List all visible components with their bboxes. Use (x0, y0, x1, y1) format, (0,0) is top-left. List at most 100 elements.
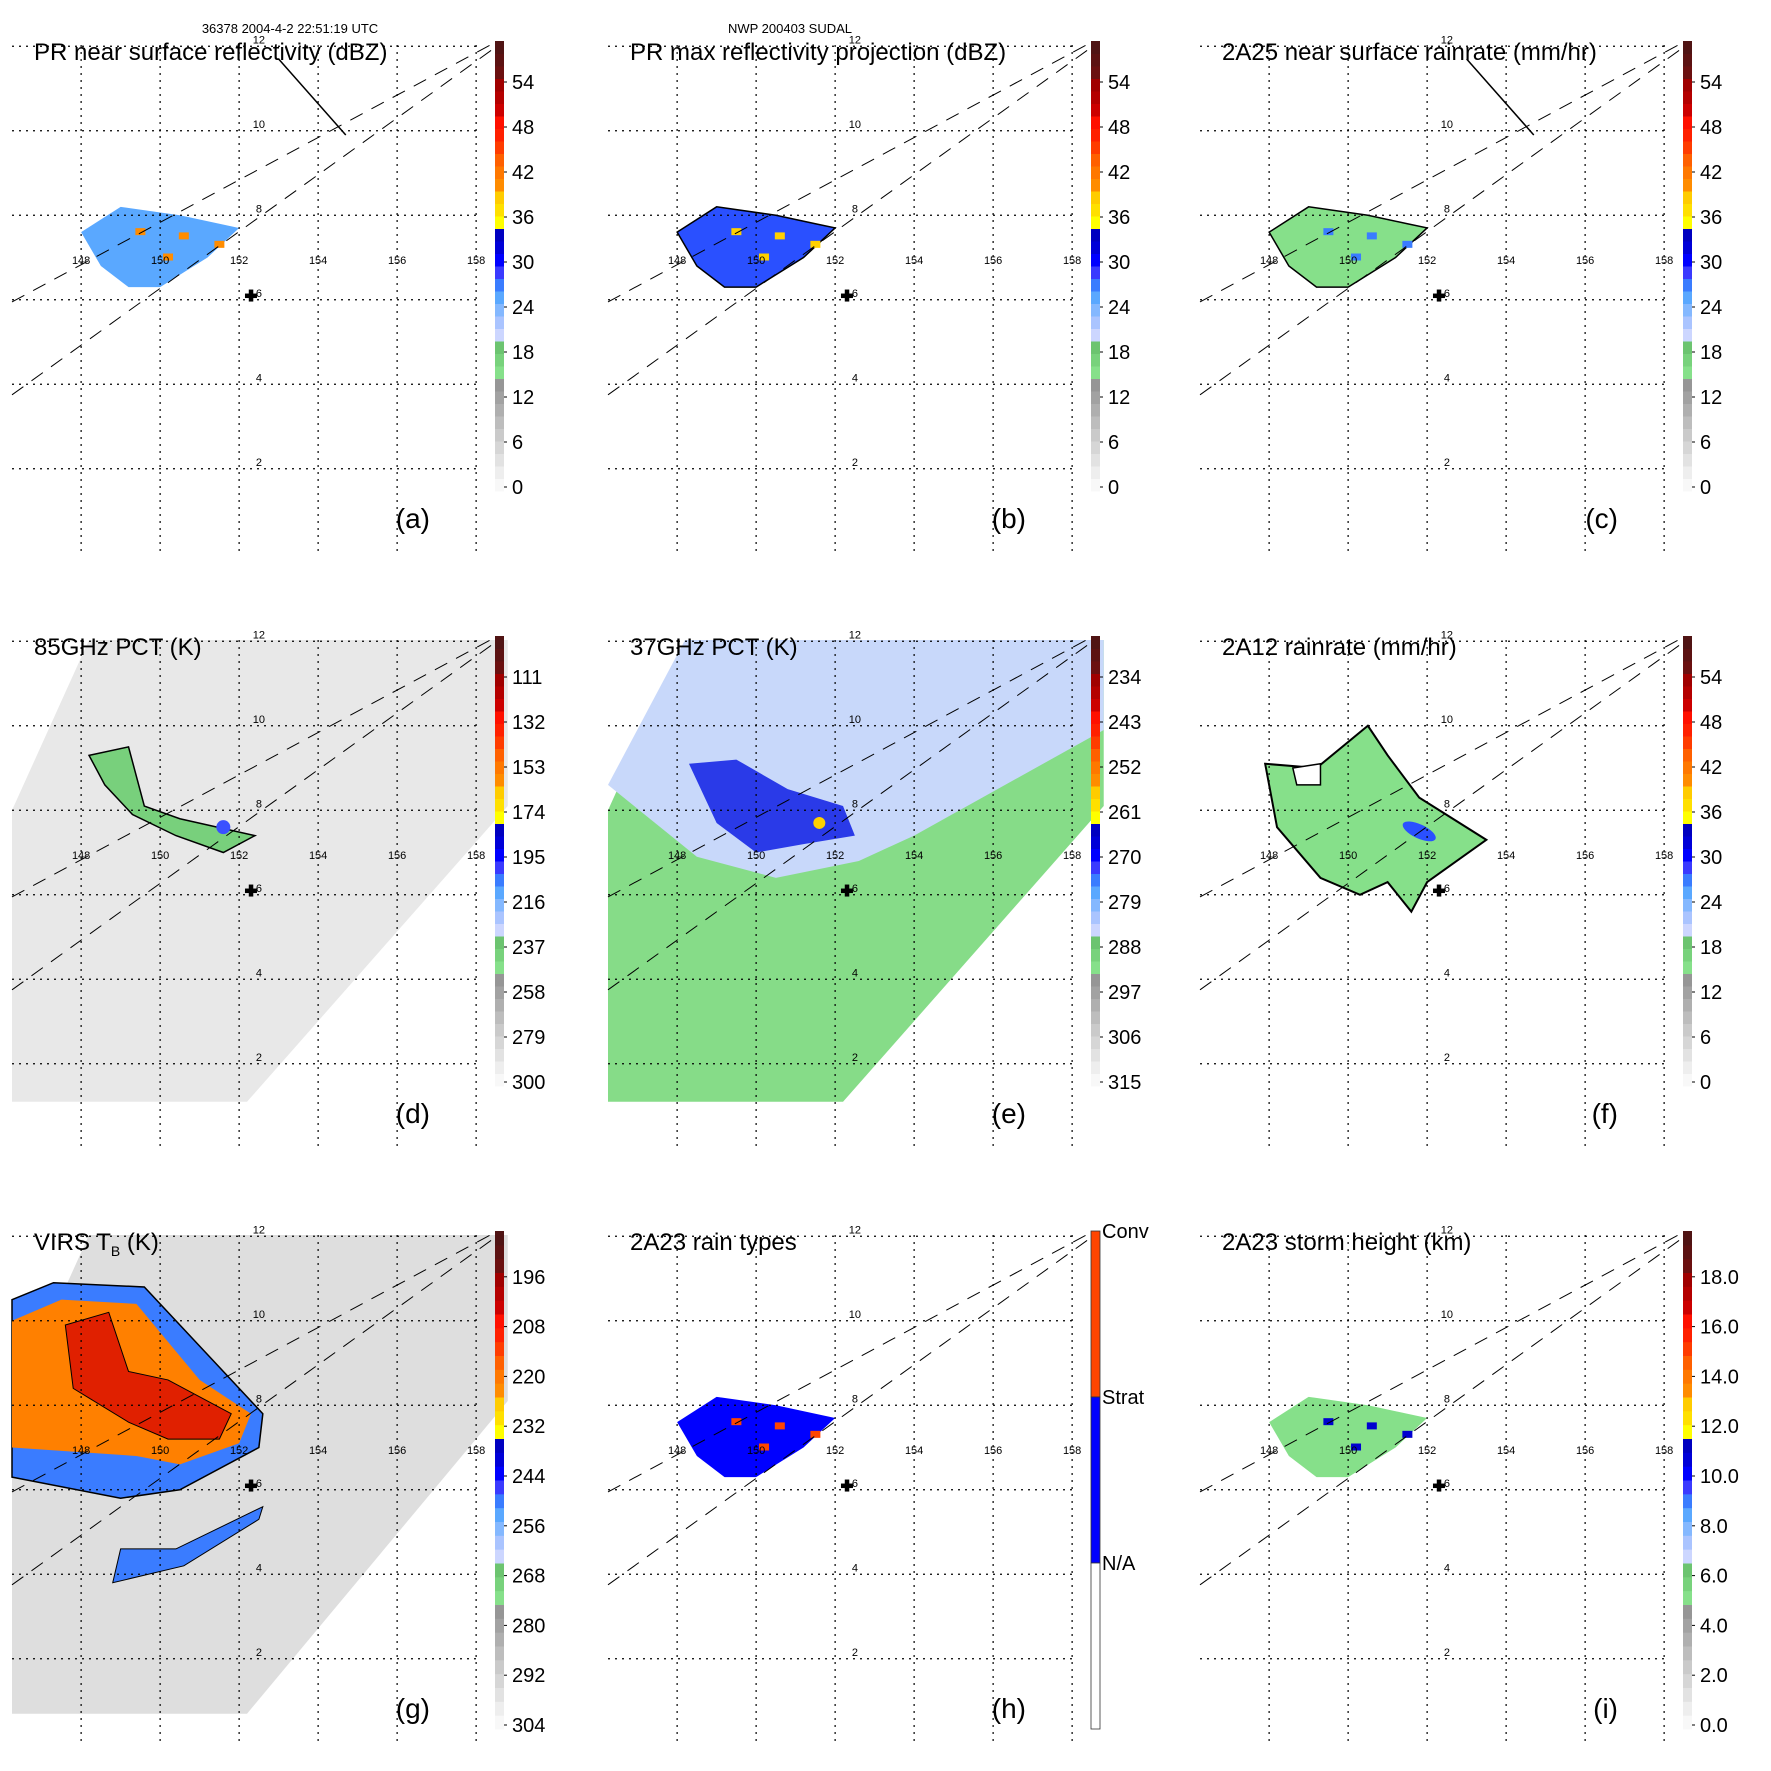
colorbar-tick-label: 0 (512, 477, 523, 499)
colorbar-bin (1683, 341, 1692, 354)
colorbar-bin (495, 661, 504, 674)
colorbar-bin (1683, 773, 1692, 787)
colorbar-tick-label: 280 (512, 1615, 545, 1637)
colorbar-bin (1683, 1480, 1692, 1495)
colorbar-tick-label: 292 (512, 1665, 545, 1687)
colorbar-bin (495, 1438, 504, 1453)
colorbar-tick-label: 243 (1108, 712, 1141, 734)
colorbar-bin (1683, 898, 1692, 912)
colorbar-bin (1683, 961, 1692, 974)
panel-title: 85GHz PCT (K) (34, 634, 202, 662)
lat-tick-label: 6 (256, 1478, 262, 1490)
colorbar-tick-label: 6 (1108, 432, 1119, 454)
colorbar-bin (495, 698, 504, 712)
colorbar-bin (495, 998, 504, 1012)
colorbar-svg: 18.0 16.0 14.0 12.0 10.0 8.0 6.0 4.0 2.0 0.0 (1683, 1231, 1739, 1737)
colorbar-bin (1683, 91, 1692, 104)
colorbar-tick-label: 48 (1700, 712, 1722, 734)
lat-tick-label: 4 (852, 372, 858, 384)
colorbar-bin (495, 1632, 504, 1647)
colorbar-bin (495, 66, 504, 79)
colorbar-bin (495, 78, 504, 92)
colorbar-bin (1683, 1452, 1692, 1467)
colorbar-bin (495, 1073, 504, 1087)
colorbar-bin (495, 153, 504, 167)
colorbar-bin (1683, 1438, 1692, 1453)
lat-tick-label: 6 (1444, 883, 1450, 895)
map-i: 148 150 152 154 156 158 12 10 8 6 4 2 (1199, 1224, 1685, 1745)
colorbar-bin (1091, 141, 1100, 154)
colorbar-bin (1091, 898, 1100, 912)
colorbar-bin (495, 1701, 504, 1716)
lat-tick-label: 8 (852, 1393, 858, 1405)
panel-title-text: 2A25 near surface rainrate (mm/hr) (1222, 39, 1597, 66)
colorbar-bin (495, 1590, 504, 1605)
colorbar-tick-label: Conv (1102, 1221, 1149, 1243)
colorbar-bin (495, 1493, 504, 1509)
colorbar-bin (495, 178, 504, 192)
colorbar-bin (495, 1011, 504, 1024)
colorbar-bin (1683, 128, 1692, 142)
colorbar-tick-label: 14.0 (1700, 1366, 1739, 1388)
colorbar-bin (1683, 1424, 1692, 1439)
colorbar-bin (1091, 478, 1100, 492)
colorbar-tick-label: 237 (512, 937, 545, 959)
colorbar-bin (495, 973, 504, 987)
colorbar-bin (495, 378, 504, 392)
panel-a: 148 150 152 154 156 158 12 10 8 6 4 2 PR near surfac… (11, 34, 497, 560)
colorbar-bin (1683, 353, 1692, 367)
colorbar-e: 234 243 252 261 270 279 288 297 306 315 (1091, 636, 1191, 1156)
colorbar-bin (495, 41, 504, 54)
lon-tick-label: 152 (826, 255, 844, 267)
colorbar-svg: 234 243 252 261 270 279 288 297 306 315 (1091, 636, 1141, 1094)
colorbar-bin (1683, 786, 1692, 799)
colorbar-bin (1683, 1023, 1692, 1037)
lat-tick-label: 12 (849, 629, 861, 641)
lon-tick-label: 154 (905, 1445, 923, 1457)
colorbar-bin (1091, 1048, 1100, 1062)
colorbar-tick-label: 18 (512, 342, 534, 364)
rain-cell (1351, 1443, 1362, 1451)
lon-tick-label: 152 (1418, 1445, 1436, 1457)
colorbar-tick-label: 54 (1108, 72, 1130, 94)
colorbar-tick-label: 30 (1700, 847, 1722, 869)
colorbar-a: 54 48 42 36 30 24 18 12 6 0 (495, 41, 595, 561)
colorbar-bin (495, 366, 504, 379)
colorbar-bin (495, 1673, 504, 1688)
colorbar-bin (1683, 1521, 1692, 1536)
lon-tick-label: 158 (1655, 1445, 1673, 1457)
colorbar-bin (1683, 241, 1692, 254)
colorbar-bin (1683, 416, 1692, 429)
colorbar-bin (1683, 391, 1692, 404)
colorbar-bin (495, 1327, 504, 1343)
lat-tick-label: 4 (852, 1562, 858, 1574)
swath-edge (11, 1231, 497, 1493)
colorbar-tick-label: 208 (512, 1317, 545, 1339)
field-band (112, 1505, 264, 1584)
colorbar-bin (1091, 216, 1100, 229)
colorbar-bin (495, 836, 504, 849)
panel-title-text: VIRS T (34, 1229, 111, 1256)
colorbar-bin (495, 216, 504, 229)
colorbar-bin (1683, 78, 1692, 92)
lat-tick-label: 10 (1441, 714, 1453, 726)
rain-cell (810, 1430, 821, 1438)
field-core (216, 820, 231, 835)
colorbar-bin (1683, 1659, 1692, 1675)
colorbar-bin (1683, 1231, 1692, 1246)
colorbar-bin (1683, 1327, 1692, 1343)
colorbar-bin (495, 961, 504, 974)
lat-tick-label: 10 (1441, 1309, 1453, 1321)
colorbar-tick-label: 30 (1108, 252, 1130, 274)
colorbar-bin (1683, 748, 1692, 762)
colorbar-tick-label: 16.0 (1700, 1317, 1739, 1339)
colorbar-bin (1091, 711, 1100, 724)
colorbar-tick-label: 0.0 (1700, 1715, 1728, 1737)
swath-field (12, 640, 508, 1102)
swath-edge (607, 41, 1093, 303)
colorbar-bin (495, 1507, 504, 1522)
rain-cell (759, 253, 770, 261)
lon-tick-label: 150 (747, 255, 765, 267)
colorbar-bin (495, 1687, 504, 1702)
panel-title: 2A25 near surface rainrate (mm/hr) (1222, 39, 1597, 67)
